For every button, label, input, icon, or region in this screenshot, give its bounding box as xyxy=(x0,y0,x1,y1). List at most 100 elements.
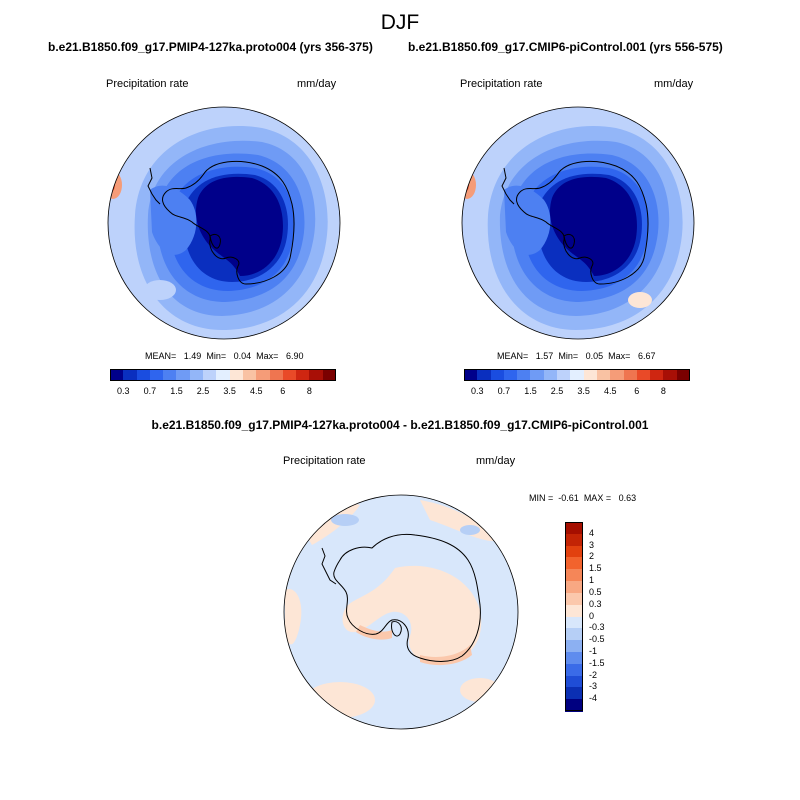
panel2-colorbar-swatch xyxy=(517,369,531,381)
panel2-min-label: Min= xyxy=(558,351,579,361)
panel3-colorbar-tick-label: -4 xyxy=(589,693,598,704)
panel2-colorbar-frame xyxy=(464,369,690,381)
panel3-colorbar-swatch xyxy=(565,545,583,558)
panel3-colorbar-tick-label: 1.5 xyxy=(589,563,602,574)
panel3-colorbar-swatch xyxy=(565,651,583,665)
panel3-colorbar-tick-label: -1.5 xyxy=(589,657,605,668)
panel3-colorbar-swatch xyxy=(565,592,583,606)
panel2-colorbar-tick-label: 3.5 xyxy=(577,386,590,396)
panel1-min-label: Min= xyxy=(206,351,227,361)
panel3-colorbar-tick-label: 0.5 xyxy=(589,586,602,597)
panel1-colorbar-tick-label: 2.5 xyxy=(196,386,210,396)
panel1-stats: MEAN= 1.49 Min= 0.04 Max= 6.90 xyxy=(145,351,303,361)
diff-title: b.e21.B1850.f09_g17.PMIP4-127ka.proto004… xyxy=(151,418,649,432)
panel1-mean-value: 1.49 xyxy=(183,351,202,361)
panel1-colorbar-tick-label: 1.5 xyxy=(170,386,183,396)
panel1-max-value: 6.90 xyxy=(285,351,304,361)
panel3-min-label: MIN = xyxy=(529,493,554,503)
panel1-precip-field xyxy=(108,107,340,339)
panel2-colorbar-swatch xyxy=(676,369,691,381)
panel1-colorbar-tick-label: 4.5 xyxy=(249,386,263,396)
panel1-colorbar-swatch xyxy=(309,369,324,381)
panel2-colorbar-swatch xyxy=(503,369,518,381)
panel3-stats: MIN = -0.61 MAX = 0.63 xyxy=(529,493,636,503)
panel3-colorbar-tick-label: 0.3 xyxy=(589,598,602,609)
panel2-colorbar-swatch xyxy=(596,369,611,381)
panel3-colorbar: 4 3 2 1.5 1 0.5 0.3 0 -0.3 -0.5 -1 -1.5 -2 -3 -4 xyxy=(565,522,605,712)
panel3-max-value: 0.63 xyxy=(618,493,637,503)
panel1-colorbar-frame xyxy=(110,369,336,381)
panel2-colorbar-swatch xyxy=(570,369,585,381)
panel2-case-title: b.e21.B1850.f09_g17.CMIP6-piControl.001 … xyxy=(408,40,723,54)
panel2-coastline xyxy=(501,160,649,285)
panel3-colorbar-tick-label: 0 xyxy=(589,610,595,621)
panel2-min-value: 0.05 xyxy=(585,351,604,361)
panel3-colorbar-swatch xyxy=(565,616,583,629)
panel1-map-border xyxy=(107,106,341,340)
panel3-units-label: mm/day xyxy=(476,455,516,467)
panel2-colorbar-swatch xyxy=(650,369,664,381)
panel3-min-value: -0.61 xyxy=(558,493,579,503)
panel2-colorbar-tick-label: 2.5 xyxy=(550,386,564,396)
panel1-colorbar-tick-label: 3.5 xyxy=(223,386,236,396)
panel1-colorbar-swatch xyxy=(322,369,337,381)
panel1-max-label: Max= xyxy=(256,351,279,361)
panel3-colorbar-tick-label: -3 xyxy=(589,681,598,692)
panel1-colorbar-tick-label: 6 xyxy=(280,386,286,396)
panel3-colorbar-swatch xyxy=(565,687,583,700)
panel2-stats: MEAN= 1.57 Min= 0.05 Max= 6.67 xyxy=(497,351,655,361)
panel1-mean-label: MEAN= xyxy=(145,351,177,361)
panel2-colorbar: 0.3 0.7 1.5 2.5 3.5 4.5 6 8 xyxy=(464,369,691,399)
page-title: DJF xyxy=(380,11,420,34)
panel3-colorbar-swatch xyxy=(565,569,583,582)
panel3-coastline xyxy=(321,533,481,662)
panel3-colorbar-tick-label: 1 xyxy=(589,575,595,586)
panel2-precip-field xyxy=(462,107,694,339)
panel1-colorbar-swatch xyxy=(149,369,164,381)
panel3-colorbar-swatch xyxy=(565,557,583,570)
panel2-colorbar-swatch xyxy=(490,369,505,381)
panel3-max-label: MAX = xyxy=(583,493,612,503)
panel1-colorbar-swatch xyxy=(269,369,284,381)
panel1-colorbar-swatch xyxy=(203,369,217,381)
panel1-min-value: 0.04 xyxy=(233,351,252,361)
panel2-colorbar-swatch xyxy=(543,369,558,381)
panel3-colorbar-tick-label: 3 xyxy=(589,539,595,550)
panel1-colorbar-swatch xyxy=(123,369,138,381)
panel1-colorbar-tick-label: 8 xyxy=(306,386,312,396)
panel1-variable-label: Precipitation rate xyxy=(106,78,189,90)
panel1-colorbar-swatch xyxy=(189,369,204,381)
panel3-colorbar-swatch xyxy=(565,522,583,535)
panel2-colorbar-swatch xyxy=(477,369,492,381)
panel2-colorbar-swatch xyxy=(530,369,545,381)
panel1-colorbar-swatch xyxy=(163,369,177,381)
panel2-max-value: 6.67 xyxy=(637,351,656,361)
panel2-colorbar-swatch xyxy=(464,369,478,381)
panel2-colorbar-tick-label: 1.5 xyxy=(524,386,537,396)
panel1-colorbar-swatch xyxy=(136,369,151,381)
panel2-colorbar-tick-label: 6 xyxy=(634,386,640,396)
panel3-colorbar-swatch xyxy=(565,533,583,547)
panel2-colorbar-tick-label: 8 xyxy=(660,386,666,396)
panel2-colorbar-swatch xyxy=(583,369,598,381)
panel1-colorbar: 0.3 0.7 1.5 2.5 3.5 4.5 6 8 xyxy=(110,369,337,399)
panel1-units-label: mm/day xyxy=(297,78,337,90)
panel2-colorbar-tick-label: 0.3 xyxy=(471,386,484,396)
panel2-mean-value: 1.57 xyxy=(535,351,554,361)
panel3-colorbar-swatch xyxy=(565,581,583,594)
panel3-variable-label: Precipitation rate xyxy=(283,455,366,467)
panel3-colorbar-tick-label: -0.3 xyxy=(589,622,605,633)
panel1-colorbar-swatch xyxy=(256,369,271,381)
panel3-diff-field xyxy=(284,495,518,729)
panel3-colorbar-swatch xyxy=(565,663,583,677)
panel2-variable-label: Precipitation rate xyxy=(460,78,543,90)
panel3-colorbar-tick-label: -2 xyxy=(589,669,598,680)
panel3-colorbar-frame xyxy=(565,522,583,711)
panel1-colorbar-swatch xyxy=(296,369,310,381)
panel2-colorbar-swatch xyxy=(636,369,651,381)
panel2-colorbar-tick-label: 4.5 xyxy=(603,386,617,396)
panel3-colorbar-tick-label: 2 xyxy=(589,551,595,562)
panel1-case-title: b.e21.B1850.f09_g17.PMIP4-127ka.proto004… xyxy=(48,40,373,54)
panel2-colorbar-swatch xyxy=(663,369,678,381)
